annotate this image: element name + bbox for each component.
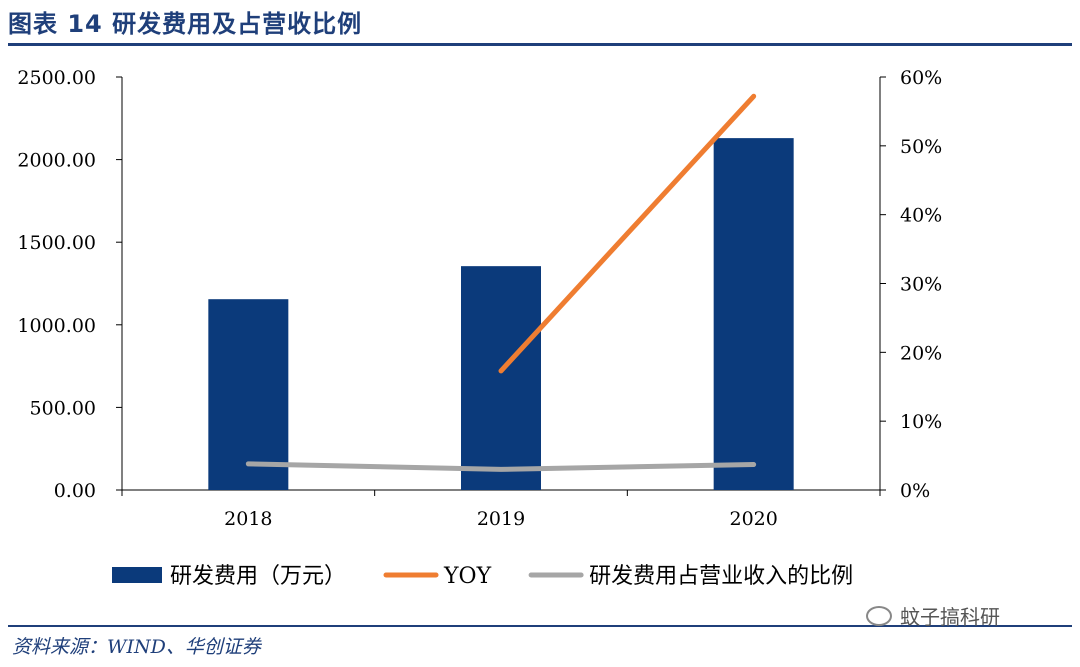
left-tick-label: 2000.00	[17, 150, 96, 172]
source-note: 资料来源：WIND、华创证券	[12, 636, 261, 658]
legend-label: YOY	[443, 564, 492, 589]
combo-chart: 0.00 500.00 1000.00 1500.00 2000.00 2500.00 0%…	[17, 67, 942, 589]
chart-title: 图表 14 研发费用及占营收比例	[8, 10, 363, 38]
bar-rd-expense	[461, 266, 541, 490]
title-divider	[8, 43, 1072, 46]
left-tick-label: 1000.00	[17, 315, 96, 337]
right-tick-label: 60%	[900, 67, 942, 89]
line-yoy	[498, 93, 757, 374]
legend-label: 研发费用（万元）	[170, 564, 346, 589]
wechat-icon	[866, 605, 892, 626]
right-tick-label: 0%	[900, 480, 930, 502]
legend-swatch-bar	[112, 567, 162, 583]
x-tick-label: 2020	[729, 508, 777, 530]
right-tick-label: 40%	[900, 205, 942, 227]
watermark: 蚊子搞科研	[866, 601, 1000, 630]
right-tick-label: 10%	[900, 411, 942, 433]
right-tick-label: 30%	[900, 274, 942, 296]
right-tick-label: 20%	[900, 342, 942, 364]
right-tick-label: 50%	[900, 136, 942, 158]
x-tick-label: 2019	[477, 508, 525, 530]
footer-divider	[8, 625, 1072, 627]
left-tick-label: 0.00	[54, 480, 96, 502]
legend-label: 研发费用占营业收入的比例	[589, 564, 853, 589]
bar-rd-expense	[713, 138, 794, 490]
left-tick-label: 1500.00	[17, 232, 96, 254]
left-tick-label: 500.00	[30, 397, 96, 419]
x-tick-label: 2018	[224, 508, 272, 530]
bar-rd-expense	[208, 299, 289, 490]
watermark-text: 蚊子搞科研	[900, 605, 1000, 629]
line-rd-ratio	[245, 461, 757, 472]
left-tick-label: 2500.00	[17, 67, 96, 89]
